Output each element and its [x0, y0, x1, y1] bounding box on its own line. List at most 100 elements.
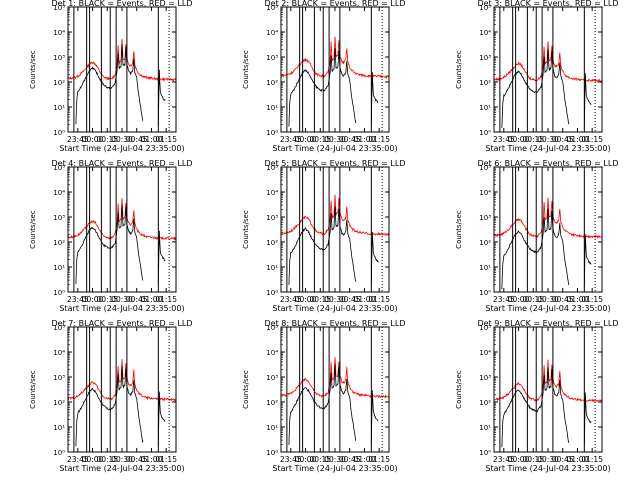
panel-title: Det 5: BLACK = Events, RED = LLD: [265, 159, 406, 168]
x-tick-label: 01:00: [354, 455, 376, 464]
x-tick-label: 00:00: [508, 135, 530, 144]
y-tick-label: 10³: [479, 214, 491, 222]
y-tick-label: 10⁰: [53, 129, 65, 137]
x-tick-label: 01:15: [368, 295, 390, 304]
panel-det-3: 10⁰ 10¹ 10² 10³ 10⁴ 10⁵ 23:4500:0000:1500:3000…: [455, 0, 618, 153]
x-tick-label: 01:00: [141, 295, 163, 304]
x-tick-label: 00:45: [339, 295, 361, 304]
x-axis-label: Start Time (24-Jul-04 23:35:00): [59, 144, 184, 153]
y-tick-label: 10⁵: [266, 164, 278, 172]
y-tick-label: 10¹: [53, 104, 65, 112]
y-tick-label: 10⁴: [53, 349, 65, 357]
x-tick-label: 01:15: [155, 455, 177, 464]
x-tick-label: 01:00: [354, 135, 376, 144]
y-tick-label: 10⁰: [479, 289, 491, 297]
x-tick-label: 00:45: [126, 295, 148, 304]
x-tick-label: 00:15: [522, 455, 544, 464]
y-tick-label: 10²: [53, 239, 65, 247]
y-tick-label: 10¹: [266, 264, 278, 272]
lld-series-line: [280, 36, 390, 80]
lld-series-line: [280, 194, 390, 237]
x-tick-label: 01:15: [368, 455, 390, 464]
x-tick-label: 00:00: [508, 455, 530, 464]
y-tick-label: 10⁰: [53, 289, 65, 297]
x-tick-label: 01:15: [155, 295, 177, 304]
panel-title: Det 6: BLACK = Events, RED = LLD: [478, 159, 619, 168]
y-axis-label: Counts/sec: [242, 370, 250, 409]
plot-frame: [280, 166, 390, 293]
x-tick-label: 00:00: [295, 455, 317, 464]
y-tick-label: 10⁵: [479, 324, 491, 332]
y-axis-label: Counts/sec: [29, 50, 37, 89]
x-tick-label: 01:15: [368, 135, 390, 144]
panel-det-8: 10⁰ 10¹ 10² 10³ 10⁴ 10⁵ 23:4500:0000:1500:3000…: [242, 319, 405, 473]
y-tick-label: 10⁵: [53, 164, 65, 172]
x-tick-label: 23:45: [67, 295, 89, 304]
x-tick-label: 00:15: [309, 135, 331, 144]
y-tick-label: 10³: [479, 54, 491, 62]
y-tick-label: 10¹: [479, 424, 491, 432]
y-tick-label: 10⁵: [479, 4, 491, 12]
y-tick-label: 10⁰: [479, 449, 491, 457]
panel-title: Det 9: BLACK = Events, RED = LLD: [478, 319, 619, 328]
y-tick-label: 10⁵: [266, 4, 278, 12]
panel-det-5: 10⁰ 10¹ 10² 10³ 10⁴ 10⁵ 23:4500:0000:1500:3000…: [242, 159, 405, 313]
x-tick-label: 00:15: [96, 295, 118, 304]
x-tick-label: 00:45: [126, 135, 148, 144]
x-tick-label: 00:45: [552, 455, 574, 464]
x-tick-label: 01:15: [581, 455, 603, 464]
x-tick-label: 00:45: [552, 295, 574, 304]
y-tick-label: 10²: [479, 399, 491, 407]
x-tick-label: 01:00: [141, 455, 163, 464]
y-tick-label: 10¹: [266, 424, 278, 432]
plot-frame: [493, 326, 603, 453]
panel-title: Det 2: BLACK = Events, RED = LLD: [265, 0, 406, 8]
x-tick-label: 00:00: [82, 455, 104, 464]
x-tick-label: 00:15: [309, 455, 331, 464]
x-tick-label: 01:00: [354, 295, 376, 304]
y-tick-label: 10⁴: [479, 349, 491, 357]
y-tick-label: 10⁰: [53, 449, 65, 457]
panel-det-7: 10⁰ 10¹ 10² 10³ 10⁴ 10⁵ 23:4500:0000:1500:3000…: [29, 319, 192, 473]
x-tick-label: 00:30: [324, 135, 346, 144]
x-tick-label: 01:15: [581, 295, 603, 304]
lld-series-line: [493, 197, 603, 239]
x-tick-label: 01:15: [155, 135, 177, 144]
y-axis-label: Counts/sec: [242, 210, 250, 249]
y-tick-label: 10¹: [479, 264, 491, 272]
x-tick-label: 23:45: [493, 295, 515, 304]
y-tick-label: 10⁴: [479, 29, 491, 37]
y-tick-label: 10¹: [53, 424, 65, 432]
x-tick-label: 00:45: [126, 455, 148, 464]
x-tick-label: 23:45: [280, 295, 302, 304]
plot-frame: [493, 166, 603, 293]
x-tick-label: 00:15: [96, 135, 118, 144]
y-axis-label: Counts/sec: [29, 370, 37, 409]
x-tick-label: 00:45: [339, 135, 361, 144]
plot-frame: [280, 326, 390, 453]
x-tick-label: 23:45: [493, 135, 515, 144]
x-tick-label: 00:15: [309, 295, 331, 304]
y-tick-label: 10²: [266, 399, 278, 407]
x-axis-label: Start Time (24-Jul-04 23:35:00): [59, 304, 184, 313]
panel-title: Det 3: BLACK = Events, RED = LLD: [478, 0, 619, 8]
y-tick-label: 10⁴: [53, 189, 65, 197]
y-tick-label: 10³: [266, 214, 278, 222]
y-tick-label: 10⁰: [266, 449, 278, 457]
y-tick-label: 10⁵: [266, 324, 278, 332]
y-axis-label: Counts/sec: [242, 50, 250, 89]
x-tick-label: 00:30: [537, 295, 559, 304]
panel-det-4: 10⁰ 10¹ 10² 10³ 10⁴ 10⁵ 23:4500:0000:1500:3000…: [29, 159, 192, 313]
x-tick-label: 23:45: [67, 135, 89, 144]
x-tick-label: 01:15: [581, 135, 603, 144]
y-tick-label: 10³: [266, 374, 278, 382]
x-tick-label: 00:30: [324, 455, 346, 464]
x-tick-label: 23:45: [493, 455, 515, 464]
panel-title: Det 8: BLACK = Events, RED = LLD: [265, 319, 406, 328]
x-axis-label: Start Time (24-Jul-04 23:35:00): [485, 464, 610, 473]
y-axis-label: Counts/sec: [29, 210, 37, 249]
panel-det-1: 10⁰ 10¹ 10² 10³ 10⁴ 10⁵ 23:4500:0000:1500:3000…: [29, 0, 192, 153]
y-tick-label: 10²: [53, 399, 65, 407]
x-tick-label: 01:00: [567, 455, 589, 464]
